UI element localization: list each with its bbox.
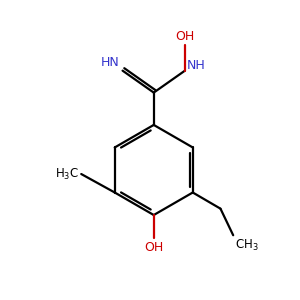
Text: HN: HN bbox=[101, 56, 120, 70]
Text: OH: OH bbox=[175, 30, 195, 44]
Text: CH$_3$: CH$_3$ bbox=[236, 238, 259, 253]
Text: OH: OH bbox=[144, 241, 164, 254]
Text: NH: NH bbox=[187, 59, 206, 72]
Text: H$_3$C: H$_3$C bbox=[55, 167, 80, 182]
